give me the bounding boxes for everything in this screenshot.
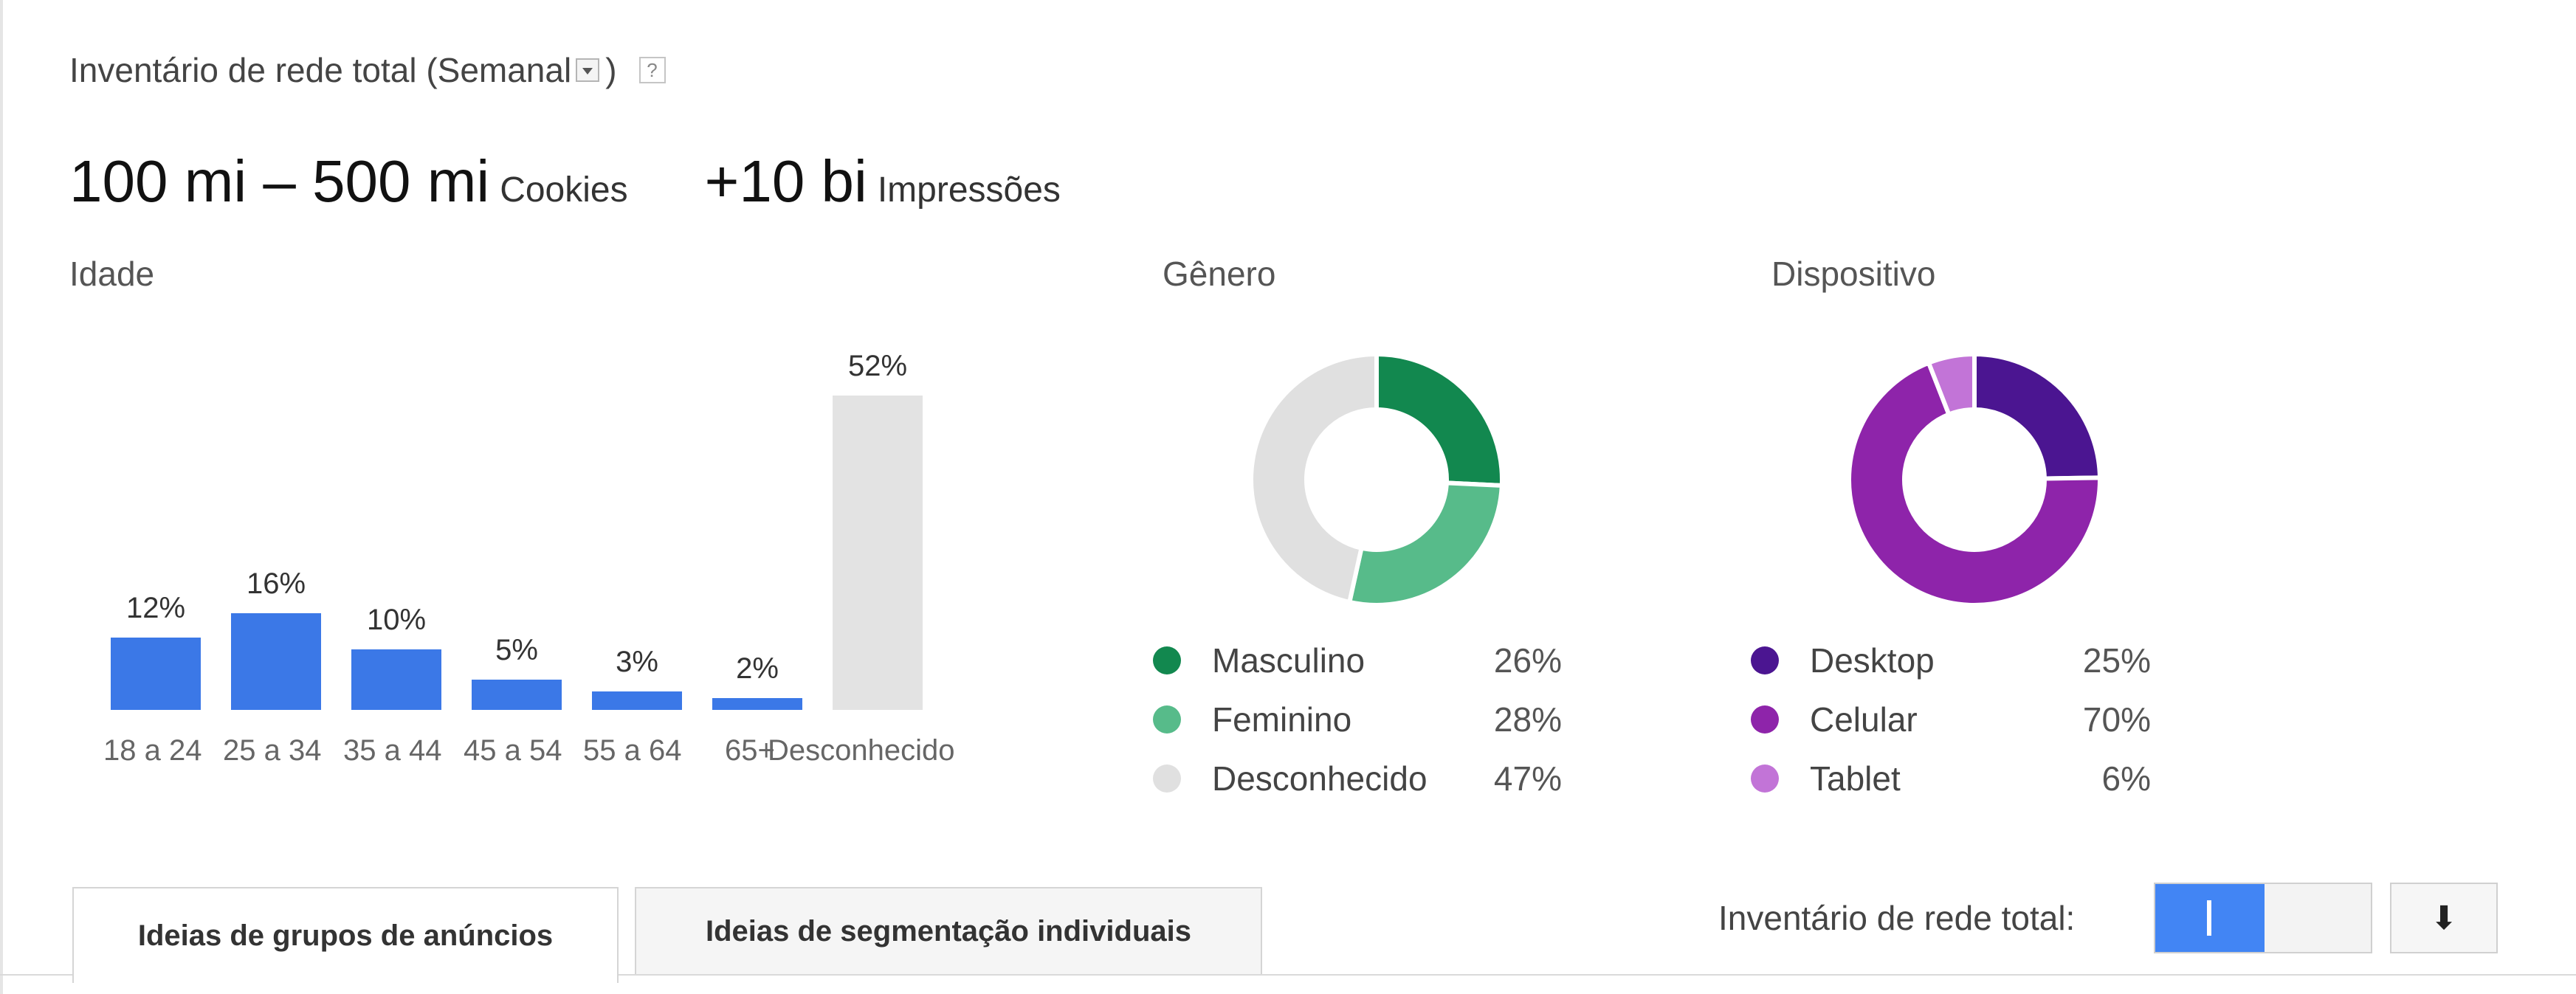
inventory-header: Inventário de rede total (Semanal ) ? (69, 50, 666, 90)
device-slice (1972, 351, 2103, 481)
device-title: Dispositivo (1771, 255, 1936, 293)
toggle-on-state (2155, 884, 2265, 952)
age-bar-chart: 12% 16% 10% 5% 3% 2% 52% 18 a 24 25 a 34 35 a 44 4… (0, 0, 1033, 812)
tab-individual-targeting-ideas[interactable]: Ideias de segmentação individuais (635, 887, 1262, 974)
gender-legend-value: 28% (1493, 700, 1562, 739)
device-legend-value: 25% (2082, 641, 2151, 680)
impressions-value: +10 bi (704, 148, 867, 214)
age-bar (592, 691, 682, 710)
cookies-label: Cookies (500, 170, 628, 210)
age-category-label: 55 a 64 (583, 734, 682, 767)
age-category-label: 18 a 24 (103, 734, 202, 767)
age-bar (472, 680, 562, 710)
age-category-label: 65+ (725, 734, 775, 767)
gender-legend-label: Feminino (1212, 700, 1352, 739)
gender-slice (1249, 351, 1379, 605)
tabs-baseline (0, 974, 2576, 976)
age-bar-value-label: 5% (495, 634, 538, 666)
inventory-title-close: ) (605, 51, 617, 89)
cookies-value: 100 mi – 500 mi (69, 148, 490, 214)
age-bar-value-label: 10% (366, 604, 427, 636)
gender-legend-swatch (1153, 705, 1181, 734)
device-legend-value: 70% (2082, 700, 2151, 739)
age-category-label: 25 a 34 (223, 734, 322, 767)
inventory-stats: 100 mi – 500 mi Cookies +10 bi Impressõe… (69, 148, 1061, 215)
download-icon: ⬇ (2430, 900, 2458, 936)
device-legend-swatch (1751, 646, 1779, 674)
help-icon[interactable]: ? (638, 57, 666, 83)
total-inventory-toggle[interactable] (2154, 883, 2372, 953)
tab-ad-group-ideas[interactable]: Ideias de grupos de anúncios (72, 887, 619, 983)
age-bar (712, 697, 802, 710)
gender-legend-label: Desconhecido (1212, 759, 1428, 798)
age-bar (351, 649, 441, 710)
gender-slice (1346, 480, 1504, 607)
gender-legend-value: 47% (1493, 759, 1562, 798)
age-bar (231, 612, 321, 710)
age-title: Idade (69, 255, 155, 293)
age-bar-value-label: 12% (125, 591, 186, 624)
download-button[interactable]: ⬇ (2390, 883, 2498, 953)
age-bar-value-label: 16% (246, 567, 306, 600)
gender-legend-swatch (1153, 646, 1181, 674)
device-legend-value: 6% (2101, 759, 2151, 798)
gender-slice (1374, 351, 1504, 489)
gender-legend-swatch (1153, 765, 1181, 793)
age-bar-value-label: 52% (847, 349, 908, 382)
age-bar (833, 395, 923, 710)
inventory-title: Inventário de rede total (Semanal (69, 51, 572, 89)
panel-left-border (0, 0, 3, 994)
device-legend-label: Celular (1810, 700, 1918, 739)
age-category-label: 35 a 44 (343, 734, 442, 767)
age-bar-value-label: 2% (736, 652, 779, 685)
total-inventory-label: Inventário de rede total: (1718, 899, 2076, 937)
age-category-label: 45 a 54 (464, 734, 562, 767)
gender-donut-chart (1249, 351, 1504, 607)
age-bar (111, 637, 201, 710)
gender-legend-value: 26% (1493, 641, 1562, 680)
device-slice (1847, 359, 2102, 607)
device-legend-label: Desktop (1810, 641, 1935, 680)
impressions-label: Impressões (877, 170, 1061, 210)
gender-title: Gênero (1163, 255, 1276, 293)
gender-legend-label: Masculino (1212, 641, 1366, 680)
device-donut-chart (1847, 351, 2103, 607)
device-slice (1926, 351, 1977, 418)
device-legend-swatch (1751, 765, 1779, 793)
device-legend-swatch (1751, 705, 1779, 734)
device-legend-label: Tablet (1810, 759, 1901, 798)
age-category-label: Desconhecido (768, 734, 955, 767)
period-dropdown-icon[interactable] (576, 58, 600, 82)
age-bar-value-label: 3% (616, 646, 658, 679)
